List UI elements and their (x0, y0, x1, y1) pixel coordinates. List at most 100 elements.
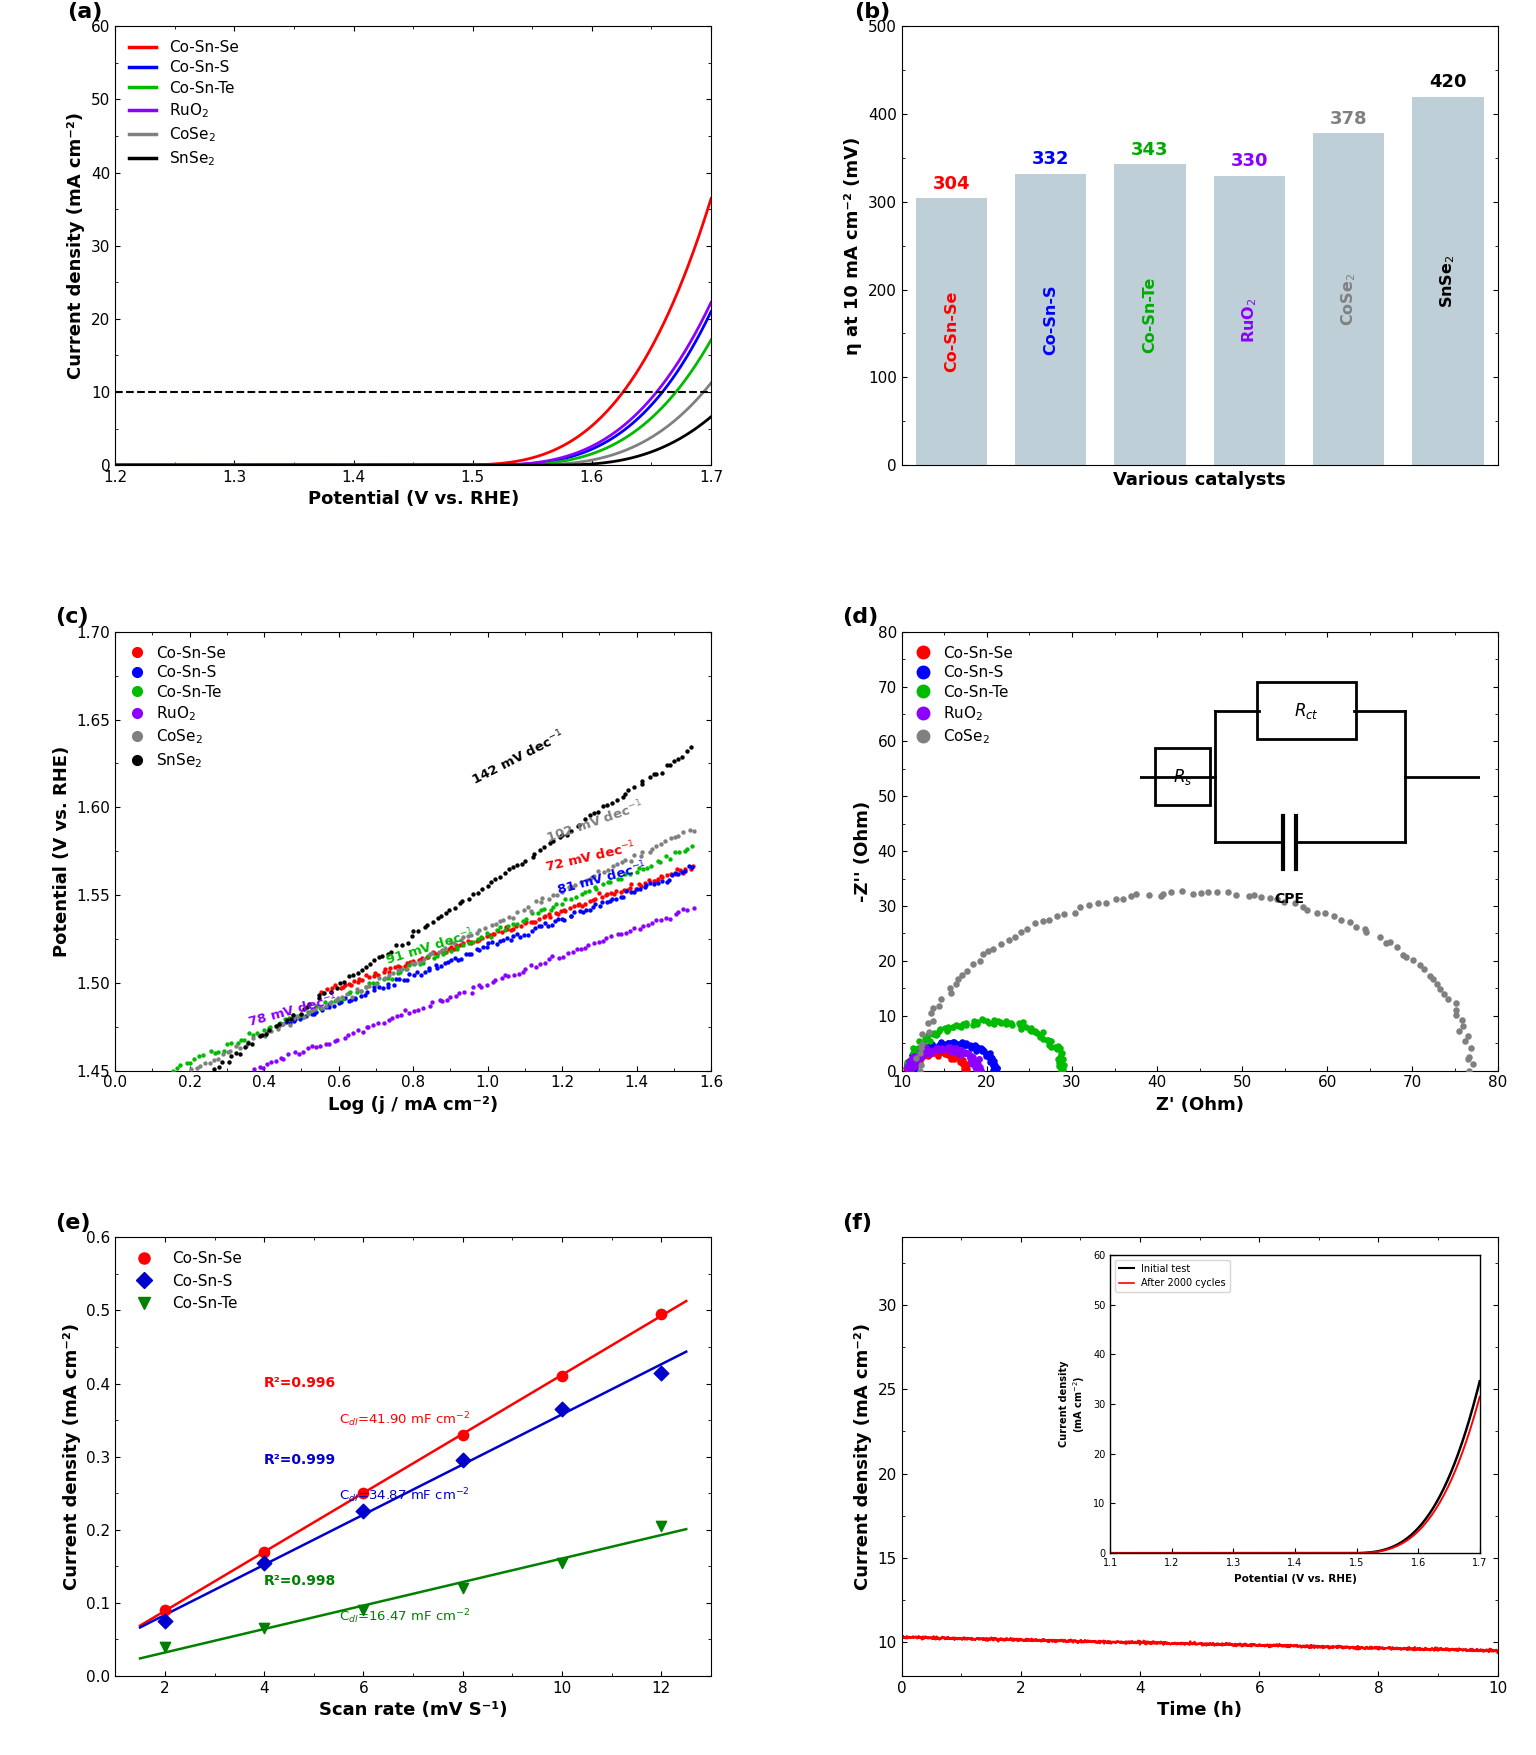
Point (461, 972, 485, 1000)
Point (447, 979, 472, 1007)
Point (439, 937, 464, 965)
Point (574, 897, 599, 925)
Text: 330: 330 (1230, 153, 1269, 170)
Point (309, 995, 333, 1023)
Point (475, 934, 499, 962)
Point (954, 1011, 978, 1039)
Point (212, 1037, 237, 1065)
Point (530, 885, 554, 913)
Point (493, 913, 518, 941)
Y-axis label: Current density (mA cm⁻²): Current density (mA cm⁻²) (854, 1323, 872, 1590)
Point (361, 946, 386, 974)
Point (980, 1044, 1005, 1072)
Point (902, 1044, 926, 1072)
Point (671, 858, 696, 886)
Point (533, 949, 558, 978)
Point (436, 948, 461, 976)
Point (679, 853, 703, 881)
Point (198, 1037, 223, 1065)
Point (367, 963, 392, 992)
Text: R²=0.999: R²=0.999 (264, 1453, 336, 1467)
Point (940, 1035, 965, 1064)
Point (645, 848, 670, 876)
Point (224, 1032, 249, 1060)
Point (954, 1009, 978, 1037)
Point (550, 1548, 574, 1576)
Point (982, 1048, 1006, 1076)
Point (955, 1049, 980, 1078)
Point (974, 1039, 998, 1067)
Point (1018, 1014, 1043, 1042)
Point (971, 1006, 995, 1034)
Point (379, 937, 404, 965)
Point (949, 1046, 974, 1074)
Point (564, 870, 588, 899)
Point (180, 1055, 204, 1083)
Point (594, 879, 619, 907)
Point (421, 939, 445, 967)
Point (670, 742, 694, 770)
Text: 78 mV dec$^{-1}$: 78 mV dec$^{-1}$ (246, 990, 339, 1030)
Point (641, 834, 665, 862)
Point (330, 972, 355, 1000)
Point (329, 969, 353, 997)
Point (505, 909, 530, 937)
Point (376, 960, 401, 988)
Point (1068, 893, 1092, 921)
X-axis label: Log (j / mA cm⁻²): Log (j / mA cm⁻²) (329, 1095, 498, 1114)
Point (496, 855, 521, 883)
Point (917, 1037, 942, 1065)
Point (286, 1002, 310, 1030)
Point (912, 1039, 937, 1067)
Point (329, 983, 353, 1011)
Point (533, 902, 558, 930)
Point (952, 1055, 977, 1083)
Point (527, 837, 551, 865)
Point (479, 923, 504, 951)
Point (897, 1049, 922, 1078)
Point (605, 920, 630, 948)
Point (449, 944, 473, 972)
Point (628, 874, 653, 902)
Point (550, 1395, 574, 1423)
Point (366, 960, 390, 988)
Point (954, 1039, 978, 1067)
Point (210, 1041, 235, 1069)
Point (946, 1039, 971, 1067)
Point (653, 842, 677, 870)
Point (654, 862, 679, 890)
Point (591, 870, 616, 899)
Point (215, 1030, 240, 1058)
Point (550, 904, 574, 932)
Point (1249, 883, 1273, 911)
Point (178, 1049, 203, 1078)
Point (481, 969, 505, 997)
Point (604, 878, 628, 906)
Point (278, 1006, 303, 1034)
Point (1444, 997, 1468, 1025)
Point (935, 1030, 960, 1058)
Point (908, 1041, 932, 1069)
Point (175, 1048, 200, 1076)
Point (905, 1046, 929, 1074)
Point (316, 1030, 341, 1058)
Point (650, 867, 674, 895)
Point (336, 962, 361, 990)
Point (287, 1006, 312, 1034)
Point (578, 878, 602, 906)
Point (206, 1046, 230, 1074)
Point (932, 1014, 957, 1042)
Point (948, 1044, 972, 1072)
Point (553, 885, 578, 913)
Point (450, 888, 475, 916)
Point (467, 971, 492, 999)
Text: R²=0.996: R²=0.996 (264, 1376, 336, 1390)
Point (1028, 1021, 1052, 1049)
Point (989, 1009, 1014, 1037)
Point (995, 1009, 1020, 1037)
Point (978, 1039, 1003, 1067)
Point (610, 848, 634, 876)
Point (920, 1030, 945, 1058)
Point (680, 832, 705, 860)
Point (376, 969, 401, 997)
